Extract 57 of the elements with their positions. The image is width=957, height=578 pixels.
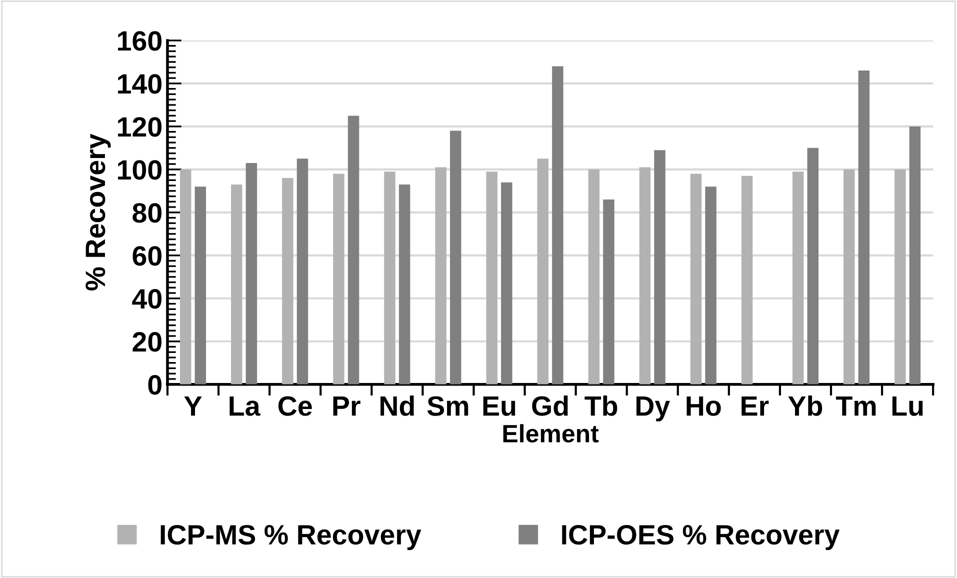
x-tick-label: Sm — [427, 396, 468, 416]
bar — [348, 116, 360, 384]
y-tick-label: 0 — [148, 375, 162, 395]
x-tick-label: Er — [742, 396, 769, 416]
bar — [450, 130, 462, 384]
y-tick-label: 160 — [118, 31, 162, 51]
bar — [588, 169, 600, 384]
y-tick-label: 20 — [132, 332, 162, 352]
y-tick-label: 80 — [132, 203, 162, 223]
x-tick-label: Pr — [333, 396, 360, 416]
x-tick-label: Eu — [483, 396, 516, 416]
y-tick-label: 140 — [118, 74, 162, 94]
y-axis-title: % Recovery — [86, 134, 111, 290]
bar — [690, 174, 702, 384]
bar — [909, 126, 921, 384]
bar — [639, 167, 651, 384]
x-tick-label: Lu — [892, 396, 923, 416]
bar — [844, 169, 855, 384]
x-tick-label: Tm — [836, 396, 876, 416]
bar — [333, 174, 344, 384]
bar — [705, 186, 716, 384]
x-tick-label: Tb — [584, 395, 618, 416]
bar — [807, 148, 818, 384]
bar — [552, 66, 564, 384]
bar — [384, 172, 396, 384]
y-tick-label: 120 — [118, 117, 162, 137]
x-tick-label: Dy — [636, 396, 670, 422]
x-tick-label: Yb — [788, 395, 822, 416]
bar — [894, 169, 906, 384]
bar — [296, 158, 308, 384]
x-axis-title: Element — [503, 424, 599, 443]
y-tick-label: 60 — [132, 246, 162, 266]
x-tick-label: Nd — [380, 395, 414, 416]
bar — [246, 162, 258, 384]
x-tick-label: La — [230, 396, 260, 416]
x-tick-label: Ho — [686, 396, 721, 416]
x-tick-label: Ce — [278, 396, 312, 416]
bar — [537, 158, 548, 384]
bar — [486, 172, 498, 384]
x-tick-label: Y — [184, 396, 202, 416]
legend-label: ICP-OES % Recovery — [562, 524, 840, 550]
bar — [231, 184, 242, 384]
bar — [792, 172, 804, 384]
legend-label: ICP-MS % Recovery — [160, 524, 422, 550]
bar — [654, 150, 666, 384]
bar — [282, 178, 294, 384]
y-tick-label: 100 — [118, 160, 162, 180]
x-tick-label: Gd — [532, 395, 568, 416]
bar — [180, 169, 192, 384]
bar — [435, 167, 446, 384]
y-tick-label: 40 — [132, 289, 162, 309]
bar — [858, 70, 870, 384]
bar — [501, 182, 512, 384]
bar — [398, 184, 410, 384]
bar — [741, 176, 753, 384]
bar — [603, 200, 614, 384]
bar — [194, 186, 206, 384]
